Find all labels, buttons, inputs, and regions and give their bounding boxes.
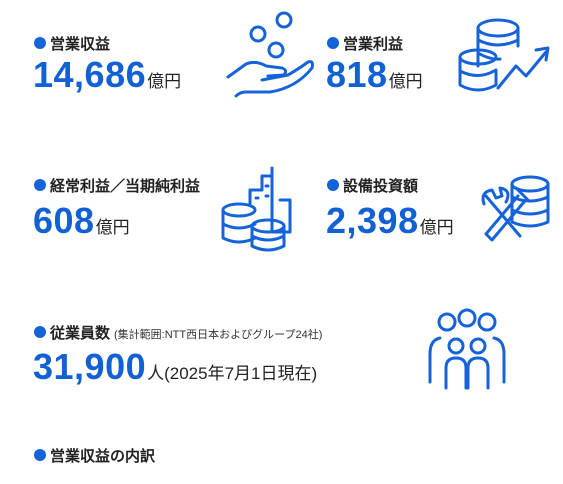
bullet	[34, 37, 46, 49]
item-value: 14,686億円	[33, 54, 181, 96]
bullet	[327, 179, 339, 191]
item-value: 31,900人(2025年7月1日現在)	[33, 346, 317, 388]
bullet	[34, 179, 46, 191]
item-label: 従業員数 (集計範囲:NTT西日本およびグループ24社)	[50, 322, 322, 343]
icon-coins-arrow	[458, 18, 550, 92]
item-label: 経常利益／当期純利益	[50, 178, 201, 195]
section-title: 営業収益の内訳	[50, 448, 156, 465]
item-value: 608億円	[33, 200, 130, 242]
value-number: 14,686	[33, 54, 147, 95]
bullet	[34, 326, 46, 338]
item-value: 2,398億円	[326, 200, 454, 242]
item-value: 818億円	[326, 54, 423, 96]
value-unit: 億円	[147, 72, 182, 91]
value-number: 31,900	[33, 346, 147, 387]
bullet	[34, 449, 46, 461]
label-note: (集計範囲:NTT西日本およびグループ24社)	[114, 329, 323, 341]
icon-building-coins	[221, 166, 292, 252]
value-number: 608	[33, 200, 95, 241]
icon-tools-coins	[481, 175, 550, 242]
item-label: 営業収益	[50, 36, 111, 53]
value-unit: 億円	[95, 218, 130, 237]
value-number: 818	[326, 54, 388, 95]
value-number: 2,398	[326, 200, 419, 241]
item-label: 営業利益	[343, 36, 404, 53]
item-label: 設備投資額	[343, 178, 419, 195]
value-unit: 億円	[419, 218, 454, 237]
bullet	[327, 37, 339, 49]
value-unit: 人(2025年7月1日現在)	[147, 364, 318, 383]
value-unit: 億円	[388, 72, 423, 91]
label-text: 従業員数	[50, 325, 111, 342]
icon-people	[428, 308, 506, 390]
icon-hand-coins	[226, 11, 314, 98]
